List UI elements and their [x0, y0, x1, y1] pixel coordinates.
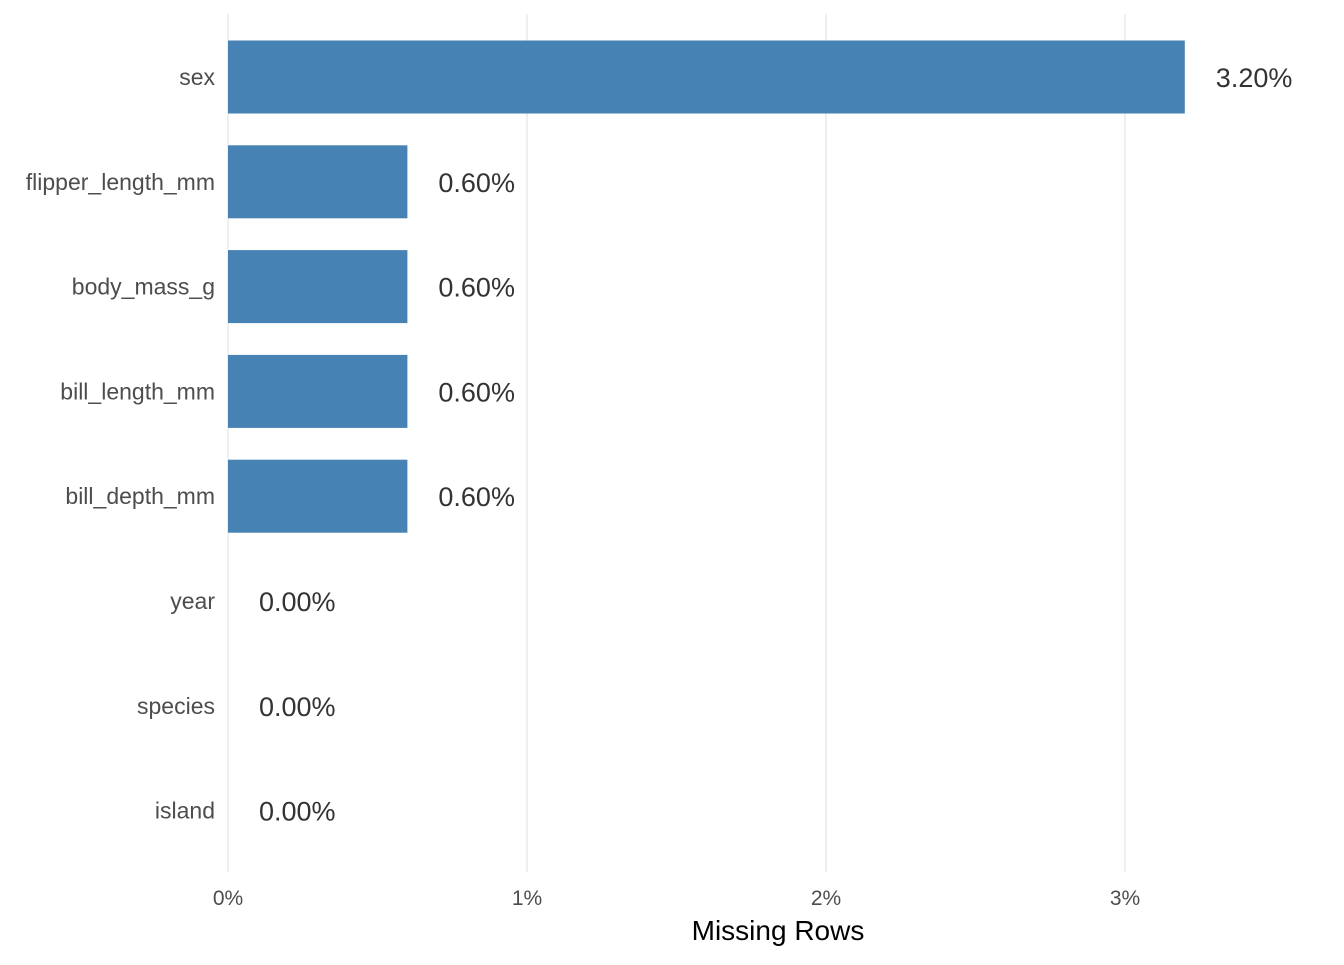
bar-bill-length-mm: [228, 354, 408, 428]
value-label: 0.60%: [438, 482, 515, 512]
value-label: 0.60%: [438, 273, 515, 303]
x-tick-label: 0%: [213, 887, 243, 910]
value-label: 0.00%: [259, 692, 336, 722]
category-label: bill_depth_mm: [65, 483, 215, 509]
category-label: body_mass_g: [72, 274, 215, 300]
category-label: species: [137, 693, 215, 719]
category-label: sex: [179, 64, 215, 90]
category-axis: sex flipper_length_mm body_mass_g bill_leng…: [26, 64, 216, 824]
value-axis: 0% 1% 2% 3%: [213, 887, 1140, 910]
x-tick-label: 2%: [811, 887, 841, 910]
category-label: island: [155, 798, 215, 824]
bar-sex: [228, 40, 1185, 114]
value-labels: 3.20% 0.60% 0.60% 0.60% 0.60% 0.00% 0.00% 0.00%: [259, 63, 1292, 827]
x-axis-title: Missing Rows: [692, 915, 865, 946]
bars: [228, 40, 1185, 533]
x-tick-label: 3%: [1110, 887, 1140, 910]
bar-bill-depth-mm: [228, 459, 408, 533]
gridlines: [227, 14, 1126, 872]
value-label: 0.60%: [438, 168, 515, 198]
bar-flipper-length-mm: [228, 145, 408, 219]
value-label: 3.20%: [1216, 63, 1293, 93]
category-label: bill_length_mm: [60, 378, 215, 404]
value-label: 0.60%: [438, 377, 515, 407]
category-label: year: [170, 588, 215, 614]
category-label: flipper_length_mm: [26, 169, 215, 195]
value-label: 0.00%: [259, 797, 336, 827]
x-tick-label: 1%: [512, 887, 542, 910]
value-label: 0.00%: [259, 587, 336, 617]
bar-body-mass-g: [228, 250, 408, 324]
